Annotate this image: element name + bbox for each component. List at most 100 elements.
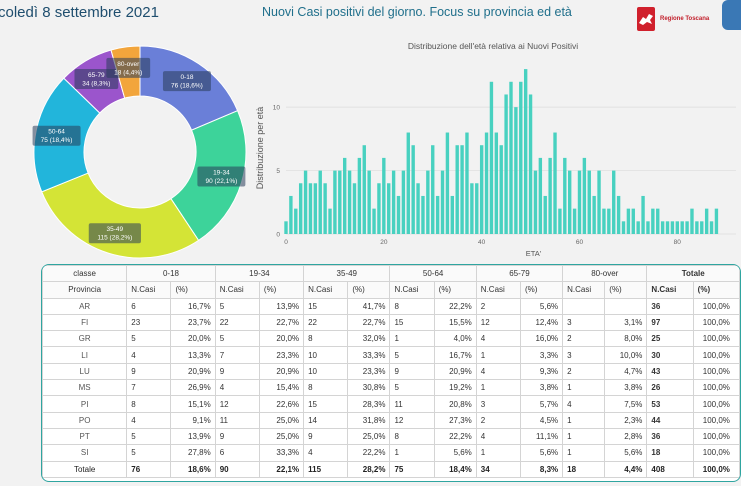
value-cell: 12 — [475, 313, 522, 332]
sub-header: (%) — [433, 281, 477, 299]
x-tick-label: 0 — [284, 239, 288, 246]
value-cell: 3,8% — [604, 379, 648, 397]
bar — [298, 183, 303, 234]
table-sub-header: Provincia N.Casi (%) N.Casi (%) N.Casi (%) N.Ca… — [42, 281, 740, 299]
value-cell: 20,9% — [433, 362, 477, 381]
value-cell: 5 — [126, 427, 172, 446]
table-row: LU 9 20,9% 9 20,9% 10 23,3% 9 20,9% 4 9,3% 2 4,7% 43 1… — [42, 362, 740, 381]
value-cell: 22,6% — [258, 395, 305, 413]
value-cell: 4,4% — [604, 460, 648, 478]
value-cell: 9 — [126, 362, 172, 381]
age-distribution-chart: Distribuzione dell'età relativa ai Nuovi… — [255, 41, 736, 258]
bar — [636, 221, 640, 234]
province-cell: LU — [42, 362, 128, 381]
value-cell: 15 — [389, 313, 435, 332]
value-cell: 5 — [126, 444, 172, 462]
value-cell: 5 — [126, 330, 172, 348]
value-cell: 100,0% — [692, 297, 740, 315]
value-cell: 34 — [475, 460, 522, 478]
value-cell: 100,0% — [692, 313, 740, 332]
value-cell: 8 — [303, 379, 349, 397]
bar — [391, 170, 396, 234]
value-cell: 30,8% — [347, 379, 391, 397]
value-cell: 9,3% — [519, 362, 564, 381]
value-cell: 8,0% — [604, 330, 648, 348]
x-tick-label: 20 — [380, 239, 388, 246]
value-cell: 5,6% — [519, 297, 564, 315]
value-cell: 12,4% — [519, 313, 564, 332]
value-cell: 4 — [475, 330, 522, 348]
group-header: 80-over — [562, 265, 648, 283]
logo-label: Regione Toscana — [660, 16, 710, 22]
value-cell: 36 — [646, 297, 694, 315]
bar — [533, 170, 538, 234]
value-cell: 28,2% — [347, 460, 391, 478]
donut-label-class: 50-64 — [48, 129, 65, 136]
value-cell: 9 — [214, 427, 260, 446]
bar — [367, 170, 371, 234]
table-row: AR 6 16,7% 5 13,9% 15 41,7% 8 22,2% 2 5,6% 36 100,0% — [42, 297, 740, 315]
value-cell: 100,0% — [692, 362, 740, 381]
donut-label-value: 18 (4,4%) — [114, 69, 142, 76]
value-cell: 4 — [303, 444, 349, 462]
donut-label-value: 34 (8,3%) — [82, 81, 110, 88]
value-cell: 115 — [303, 460, 349, 478]
value-cell: 25,0% — [347, 427, 391, 446]
value-cell: 9 — [389, 362, 435, 381]
value-cell: 28,3% — [347, 395, 391, 413]
bar — [685, 221, 689, 234]
group-header: 19-34 — [214, 265, 305, 283]
bar — [352, 183, 357, 234]
x-tick-label: 60 — [576, 239, 584, 246]
value-cell: 26,9% — [170, 379, 216, 397]
chart-title: Distribuzione dell'età relativa ai Nuovi… — [408, 41, 578, 51]
sub-header: (%) — [604, 281, 648, 299]
donut-slice-35-49 — [41, 172, 200, 259]
value-cell: 23,7% — [170, 313, 216, 332]
value-cell: 14 — [303, 411, 349, 429]
bar — [563, 157, 567, 234]
bar — [670, 221, 675, 234]
value-cell: 11 — [389, 395, 435, 413]
value-cell: 3 — [562, 313, 606, 332]
value-cell: 3,1% — [604, 313, 648, 332]
sub-header: N.Casi — [126, 281, 172, 299]
value-cell: 4 — [126, 411, 172, 429]
bar — [484, 132, 489, 234]
value-cell: 20,8% — [433, 395, 477, 413]
bar — [372, 208, 376, 234]
value-cell: 100,0% — [692, 395, 740, 413]
bar — [558, 208, 562, 234]
value-cell: 2,8% — [604, 427, 648, 446]
bar — [612, 170, 616, 234]
value-cell — [604, 297, 648, 315]
donut-label-box — [197, 166, 246, 187]
value-cell: 22,2% — [347, 444, 391, 462]
value-cell: 90 — [214, 460, 260, 478]
value-cell: 5 — [389, 379, 435, 397]
bar — [416, 183, 420, 234]
bar — [455, 145, 459, 234]
sub-header: Provincia — [42, 281, 128, 299]
value-cell: 3,8% — [519, 379, 564, 397]
value-cell: 9,1% — [170, 411, 216, 429]
value-cell: 32,0% — [347, 330, 391, 348]
table-total-row: Totale 76 18,6% 90 22,1% 115 28,2% 75 18,4% 34 8,3… — [42, 460, 740, 478]
bar — [577, 170, 582, 234]
group-header: classe — [42, 265, 128, 283]
bar — [460, 145, 464, 234]
value-cell: 2,3% — [604, 411, 648, 429]
value-cell: 15,4% — [258, 379, 305, 397]
donut-label-class: 35-49 — [107, 226, 124, 233]
value-cell: 100,0% — [692, 379, 740, 397]
value-cell — [562, 297, 606, 315]
bar — [514, 107, 518, 234]
corner-logo-icon — [722, 0, 741, 30]
value-cell: 22,2% — [433, 297, 477, 315]
group-header: 50-64 — [389, 265, 477, 283]
bar — [289, 195, 293, 234]
value-cell: 25 — [646, 330, 694, 348]
value-cell: 4,7% — [604, 362, 648, 381]
donut-label-value: 75 (18,4%) — [41, 137, 73, 144]
value-cell: 5 — [214, 330, 260, 348]
